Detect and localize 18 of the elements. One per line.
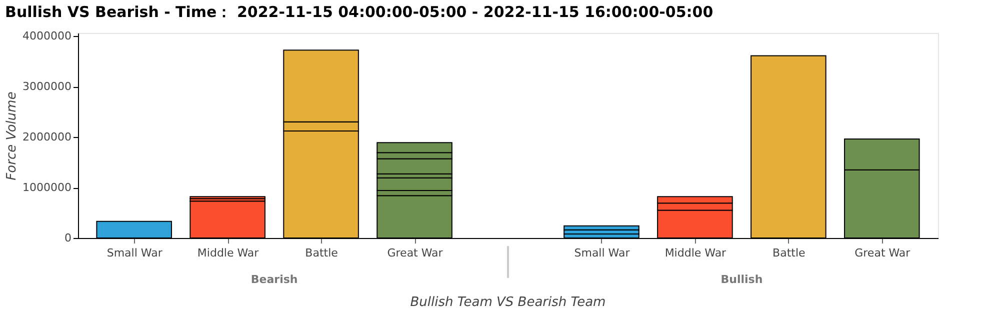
- y-axis-title: Force Volume: [4, 92, 20, 180]
- x-tick-label: Great War: [387, 246, 444, 260]
- y-tick-label: 4000000: [22, 30, 72, 43]
- chart-title: Bullish VS Bearish - Time： 2022-11-15 04:00:00-05:00 - 2022-11-15 16:00:00-05:00: [5, 3, 714, 22]
- y-tick-label: 0: [64, 232, 72, 244]
- text: Bearish: [250, 273, 298, 286]
- x-tick-label: Great War: [854, 246, 911, 260]
- y-tick-label: 2000000: [22, 130, 72, 144]
- x-tick-label: Small War: [574, 246, 630, 260]
- x-tick-label: Middle War: [197, 246, 260, 260]
- x-tick-label: Battle: [305, 246, 338, 260]
- text: Bullish: [720, 273, 763, 286]
- y-tick-label: 3000000: [22, 80, 72, 94]
- x-tick-label: Small War: [106, 246, 163, 260]
- x-tick-label: Middle War: [664, 246, 727, 260]
- y-tick-label: 1000000: [22, 181, 72, 194]
- x-tick-label: Battle: [772, 246, 806, 260]
- x-axis-title: Bullish Team VS Bearish Team: [410, 295, 606, 310]
